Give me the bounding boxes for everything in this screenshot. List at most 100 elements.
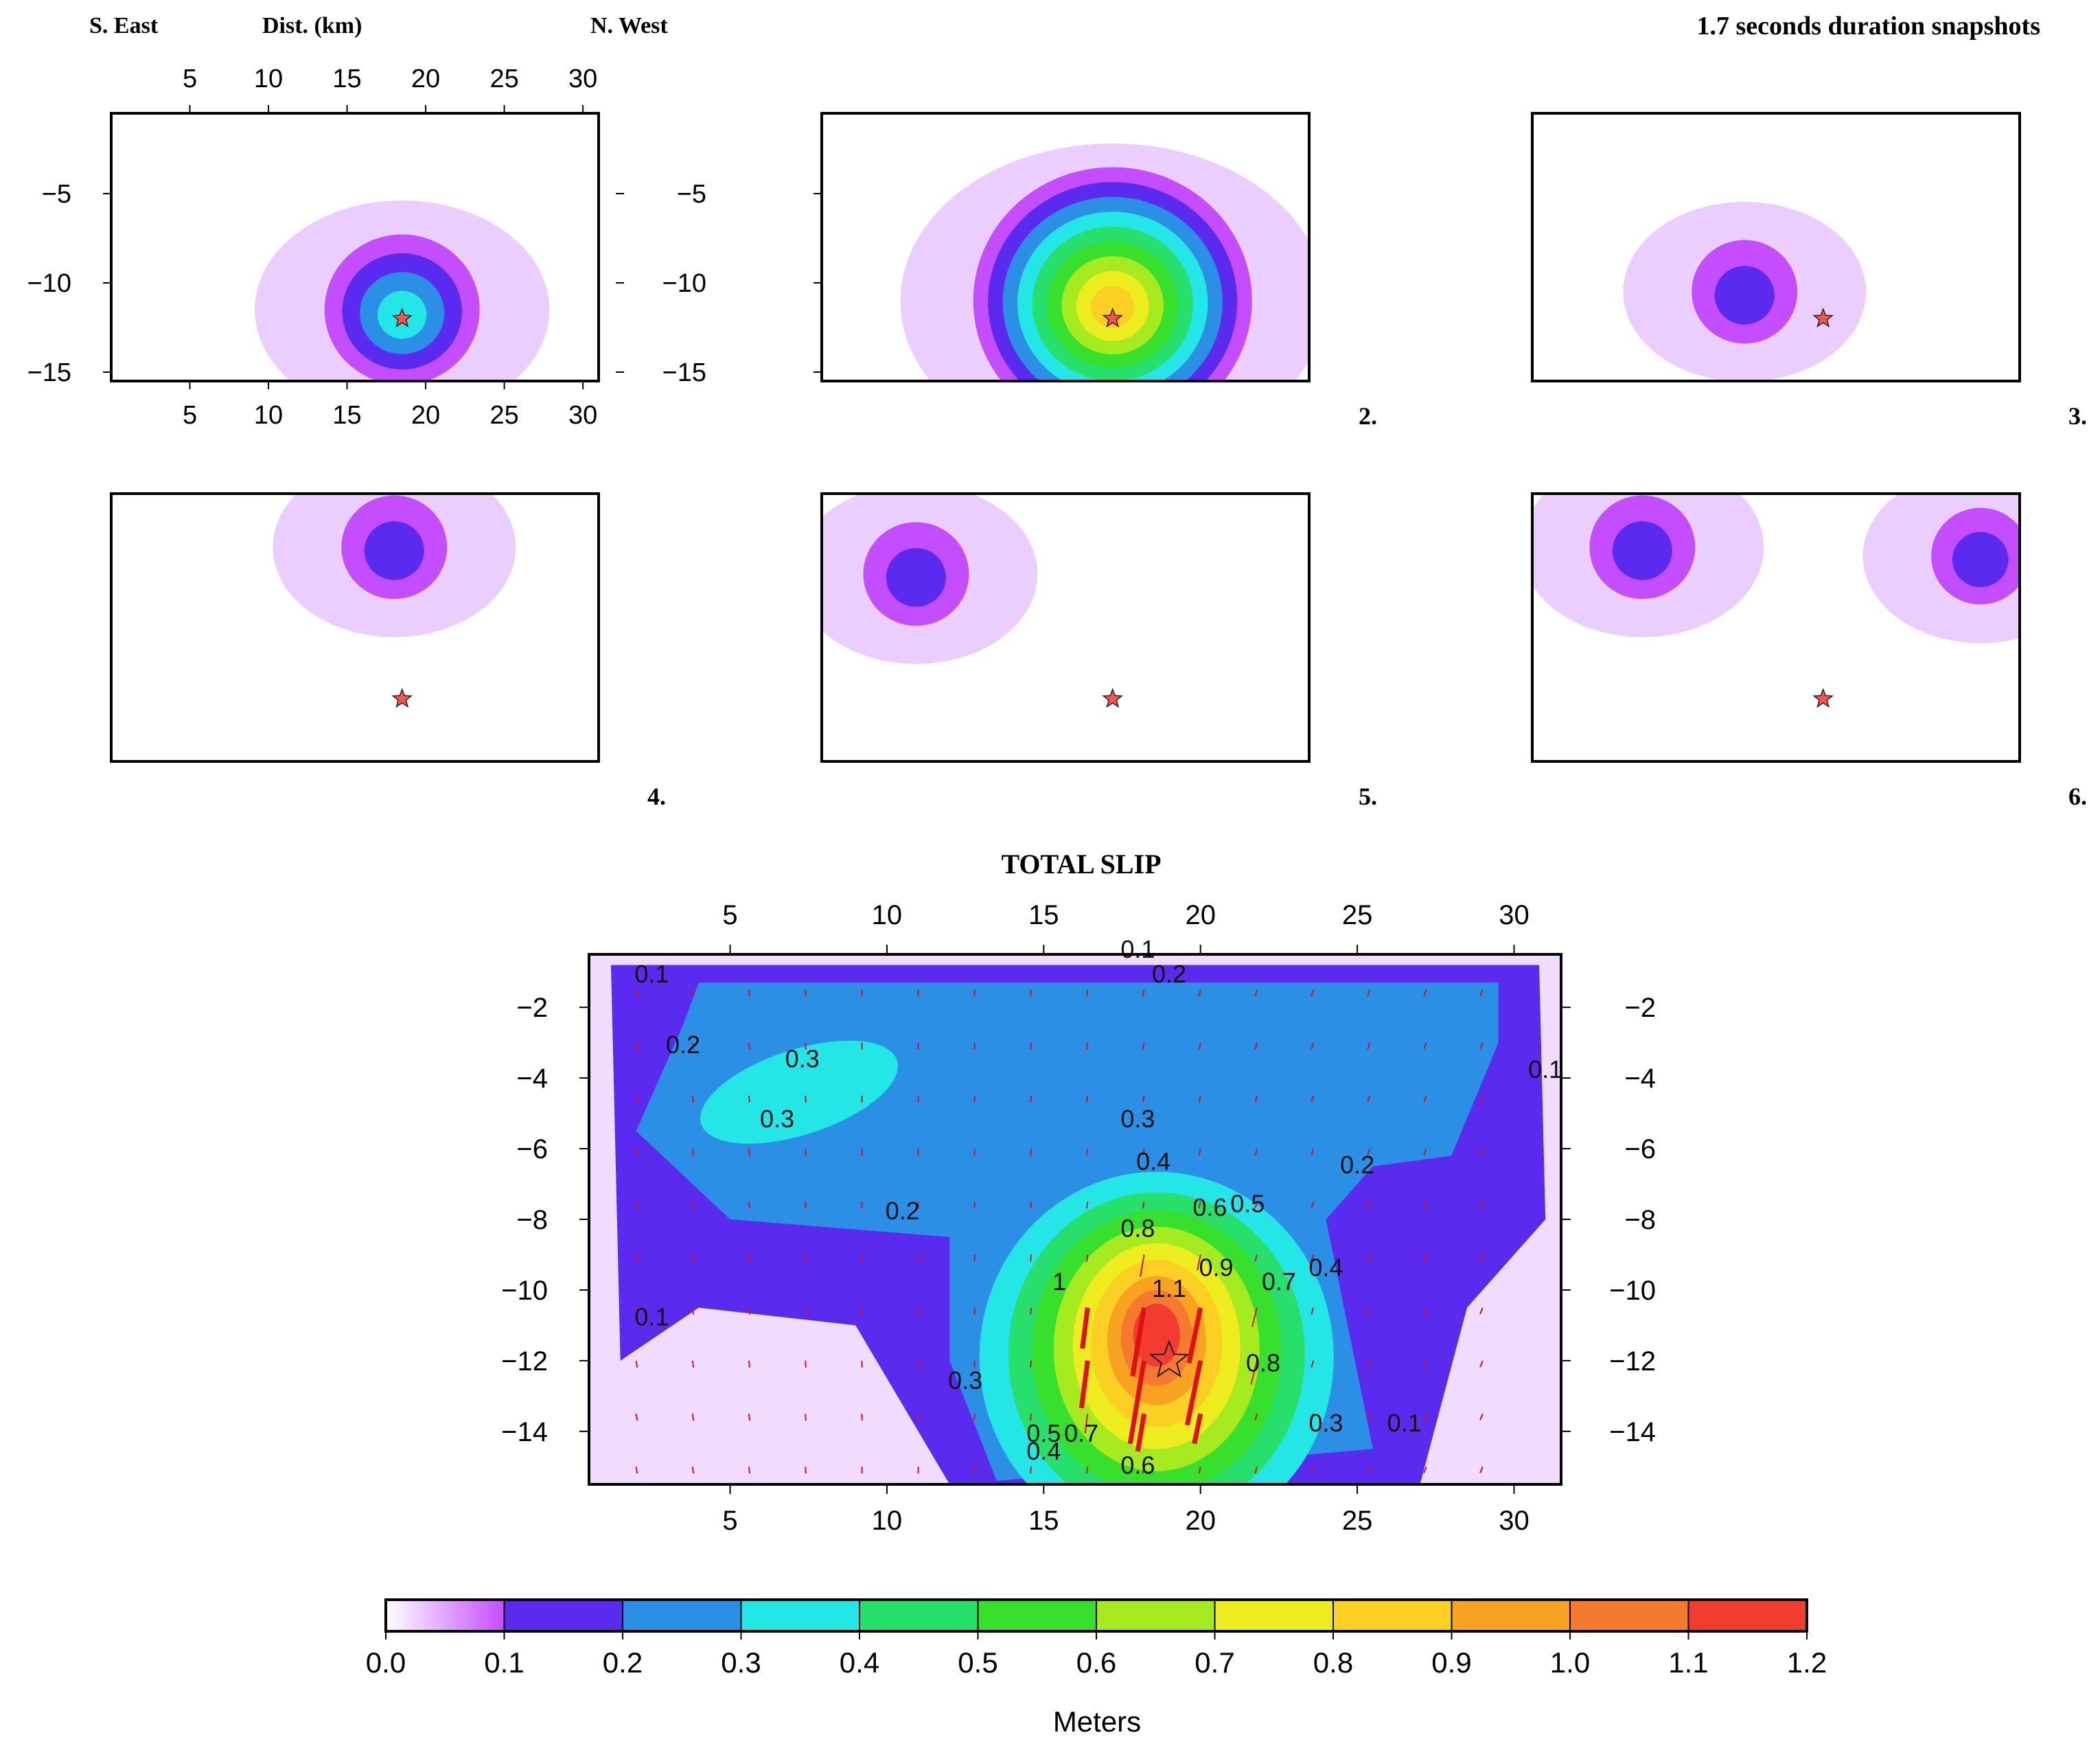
slip-vector <box>1367 1148 1371 1155</box>
snapshot-1-xtick-label-bottom: 5 <box>183 401 197 430</box>
snapshot-4-frame <box>110 492 600 763</box>
slip-vector <box>1423 1466 1427 1473</box>
slip-vector <box>1423 1360 1427 1368</box>
slip-vector <box>1311 1307 1315 1315</box>
snapshot-label-4: 4. <box>647 783 666 810</box>
colorbar-bin <box>977 1599 1097 1632</box>
colorbar-tick-label: 0.4 <box>840 1646 879 1679</box>
slip-vector <box>1254 1254 1258 1262</box>
contour-label: 1 <box>1052 1267 1066 1296</box>
snapshot-2-slip-field <box>900 143 1309 381</box>
contour-label: 0.8 <box>1246 1348 1280 1377</box>
slip-vector <box>1080 1307 1090 1349</box>
snapshot-5-frame <box>820 492 1311 763</box>
slip-vector <box>748 1307 750 1315</box>
slip-vector <box>973 1254 976 1262</box>
snapshot-4-contour-0-1 <box>364 521 424 580</box>
colorbar: 0.0 0.1 0.2 0.3 0.4 0.5 0.6 0.7 0.8 0.9 1.0 1.1 1.2 <box>366 1598 1827 1679</box>
contour-label: 1.1 <box>1152 1274 1186 1302</box>
colorbar-bin <box>1451 1599 1571 1632</box>
contour-label: 0.1 <box>634 960 669 988</box>
slip-vector <box>1140 1254 1145 1277</box>
slip-vector <box>1311 1413 1315 1421</box>
total-slip-ytick-label-right: −6 <box>1624 1134 1656 1164</box>
total-slip-xtick-label-bottom: 15 <box>1028 1506 1059 1536</box>
total-slip-xtick-label-top: 15 <box>1028 900 1059 930</box>
colorbar-bin <box>622 1599 742 1632</box>
total-slip-xtick-label-top: 10 <box>872 900 903 930</box>
colorbar-bin <box>1569 1599 1689 1632</box>
total-slip-xtick-label-top: 30 <box>1499 900 1530 930</box>
slip-vector <box>1311 1466 1315 1474</box>
slip-vector <box>1254 1467 1258 1474</box>
slip-vector <box>1198 1201 1201 1209</box>
slip-vector <box>1367 1413 1371 1421</box>
slip-vector <box>1367 1095 1371 1103</box>
snapshot-2-frame <box>820 112 1311 382</box>
snapshot-1-xtick-label-top: 30 <box>568 65 597 93</box>
colorbar-label: Meters <box>1053 1705 1141 1738</box>
slip-vector <box>1198 1148 1201 1156</box>
colorbar-tick-label: 0.3 <box>721 1646 761 1679</box>
slip-vector <box>1030 989 1032 997</box>
slip-vector <box>973 989 976 997</box>
header-northwest: N. West <box>590 13 668 38</box>
slip-vector <box>1198 1095 1201 1103</box>
total-slip-panel: 0.10.10.20.20.30.3 0.30.40.6 0.50.80.90.70… <box>501 900 1656 1536</box>
slip-vector <box>805 1414 807 1421</box>
slip-vector <box>635 1467 638 1474</box>
snapshot-3-panel <box>1531 112 2021 382</box>
snapshot-1-xtick-label-top: 10 <box>254 65 283 93</box>
snapshot-1-xtick-label-top: 15 <box>332 65 361 93</box>
contour-label: 0.4 <box>1136 1147 1170 1175</box>
slip-vector <box>748 1360 750 1368</box>
header-southeast: S. East <box>89 13 159 38</box>
slip-vector <box>1479 1307 1484 1315</box>
colorbar-bin <box>740 1599 860 1632</box>
snapshot-1-xtick-label-top: 25 <box>489 65 518 93</box>
slip-vector <box>1423 1042 1427 1050</box>
slip-vector <box>748 1254 750 1262</box>
colorbar-tick-label: 0.1 <box>484 1646 524 1679</box>
total-slip-xtick-label-bottom: 20 <box>1185 1506 1216 1536</box>
total-slip-contour-1.15 <box>1133 1303 1180 1367</box>
slip-vector <box>1423 1095 1427 1103</box>
slip-vector <box>1130 1307 1146 1377</box>
colorbar-tick-label: 1.0 <box>1550 1646 1590 1679</box>
slip-vector <box>1186 1307 1203 1364</box>
total-slip-title: TOTAL SLIP <box>1001 849 1161 879</box>
snapshot-2-ytick-label: −10 <box>662 269 706 298</box>
slip-vector <box>635 989 638 997</box>
slip-vector <box>805 1307 807 1315</box>
slip-vector <box>1084 1413 1089 1434</box>
slip-vector <box>635 1201 638 1209</box>
total-slip-ytick-label-left: −14 <box>501 1417 548 1447</box>
slip-vector <box>1030 1254 1032 1262</box>
snapshot-label-5: 5. <box>1359 783 1377 810</box>
contour-label: 0.1 <box>1120 935 1155 963</box>
total-slip-ytick-label-right: −2 <box>1624 993 1656 1023</box>
snapshot-5-contour-0-1 <box>886 548 946 607</box>
slip-vector <box>1030 1307 1032 1315</box>
slip-vector <box>1198 1467 1201 1474</box>
snapshot-2-contour-0-8 <box>1091 286 1135 328</box>
slip-vector <box>973 1307 976 1315</box>
slip-vector <box>973 1201 976 1209</box>
slip-vector <box>1030 1201 1032 1209</box>
snapshot-1-xtick-label-bottom: 25 <box>489 401 518 430</box>
slip-vector <box>635 1148 638 1156</box>
snapshot-2-ytick-label: −5 <box>677 180 706 209</box>
contour-label: 0.3 <box>785 1045 820 1073</box>
contour-label: 0.1 <box>634 1302 669 1331</box>
total-slip-ytick-label-right: −14 <box>1609 1417 1656 1447</box>
slip-vector <box>1479 1466 1484 1473</box>
snapshot-1-ytick-label: −5 <box>42 180 71 209</box>
contour-label: 0.8 <box>1120 1215 1155 1243</box>
contour-label: 0.3 <box>948 1366 982 1394</box>
slip-vector <box>635 1413 638 1421</box>
snapshot-6-contour-0-1 <box>1612 521 1672 580</box>
slip-vector <box>1479 989 1484 997</box>
total-slip-hypocenter-star <box>1149 1339 1190 1378</box>
total-slip-ytick-label-left: −6 <box>516 1134 548 1164</box>
total-slip-xtick-label-bottom: 25 <box>1342 1506 1373 1536</box>
